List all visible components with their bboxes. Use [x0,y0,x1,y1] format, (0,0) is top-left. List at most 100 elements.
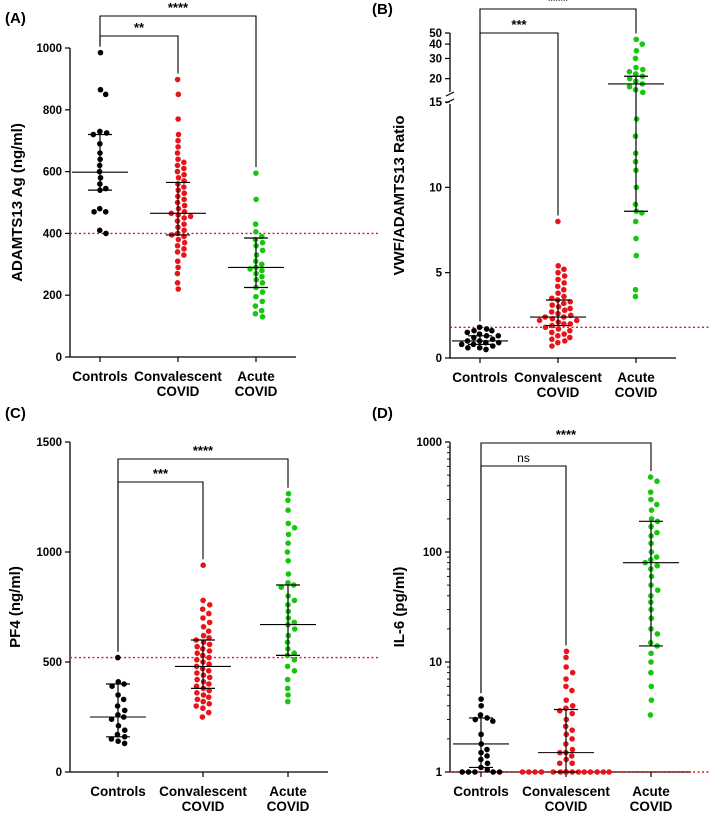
data-point [647,474,654,480]
data-point [555,326,562,332]
data-point [476,344,483,351]
x-tick-label: Convalescent [134,369,222,384]
data-point [648,659,654,665]
data-point [103,230,109,237]
data-point [259,289,266,295]
data-point [633,235,639,242]
y-tick-label: 100 [423,547,442,559]
data-point [200,615,206,621]
data-point [647,489,654,495]
significance-label: ns [517,451,530,465]
data-point [253,293,259,300]
data-point [194,696,201,703]
data-point [569,687,575,694]
data-point [556,760,563,767]
data-point [291,668,298,674]
y-axis-label: IL-6 (pg/ml) [391,567,408,648]
data-point [175,174,182,181]
data-point [525,769,532,775]
panel-label: (A) [5,10,26,27]
significance-bracket [480,465,567,694]
data-point [472,769,478,775]
data-point [496,769,503,775]
data-point [567,305,573,312]
data-point [253,196,259,203]
data-point [259,247,266,254]
data-point [199,714,206,720]
data-point [108,716,115,722]
x-tick-label: COVID [157,384,200,399]
data-point [259,273,265,280]
y-tick-label: 500 [43,657,62,669]
data-point [654,587,661,593]
data-point [285,540,291,546]
data-point [471,327,477,334]
data-point [459,769,466,775]
data-point [175,91,182,98]
data-point [278,584,285,590]
data-point [555,276,561,283]
data-point [587,769,594,775]
x-tick-label: Controls [90,784,146,799]
data-point [285,497,291,504]
data-point [181,221,187,227]
data-point [484,766,491,773]
significance-bracket [99,15,257,168]
data-point [259,239,266,246]
data-point [581,769,588,775]
data-point [569,746,576,753]
significance-bracket [117,481,204,652]
data-point [193,683,200,689]
data-point [561,293,567,300]
data-point [97,128,103,135]
data-point [477,712,484,718]
x-tick-label: Convalescent [514,370,602,385]
data-point [285,580,291,586]
data-point [205,628,212,634]
data-point [175,236,182,243]
data-point [181,190,188,197]
data-point [647,712,654,718]
significance-bracket [479,8,637,322]
data-point [252,221,259,227]
data-point [175,286,182,292]
data-point [285,698,291,705]
data-point [567,334,573,341]
data-point [291,650,298,656]
x-tick-label: Acute [269,784,307,799]
x-tick-label: Acute [632,784,670,799]
data-point [654,562,661,569]
data-point [252,310,259,317]
x-tick-label: Acute [617,370,655,385]
data-point [206,701,213,707]
data-point [102,91,109,98]
data-point [563,697,570,703]
data-point [626,75,633,82]
data-point [206,654,212,661]
data-point [285,490,292,497]
data-point [285,531,292,538]
data-point [259,280,266,286]
data-point [174,162,181,169]
data-point [194,650,200,656]
data-point [626,83,633,90]
data-point [632,218,639,225]
data-point [483,326,490,332]
data-point [291,626,298,632]
data-point [175,156,181,163]
data-point [97,86,104,93]
data-point [199,606,206,612]
data-point [96,205,103,212]
data-point [555,263,562,269]
data-point [490,718,496,724]
data-point [483,346,489,353]
data-point [200,597,206,604]
data-point [120,696,127,703]
data-point [648,516,655,522]
data-point [253,229,259,235]
data-point [291,597,298,604]
panel-label: (D) [372,405,393,422]
data-point [569,710,575,717]
data-point [554,339,561,346]
